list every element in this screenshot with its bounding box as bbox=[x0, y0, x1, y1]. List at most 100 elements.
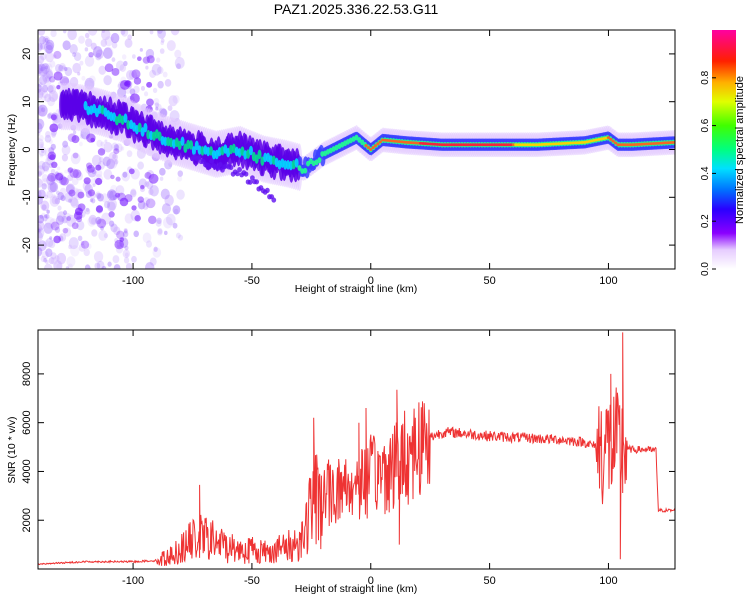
heatmap-cell bbox=[433, 142, 437, 146]
heatmap-cell bbox=[123, 257, 130, 264]
heatmap-cell bbox=[66, 216, 72, 221]
heatmap-cell bbox=[45, 131, 51, 138]
heatmap-cell bbox=[51, 193, 56, 198]
heatmap-cell bbox=[51, 93, 58, 101]
heatmap-cell bbox=[468, 143, 473, 147]
heatmap-cell bbox=[449, 143, 454, 147]
heatmap-cell bbox=[80, 240, 90, 249]
heatmap-cell bbox=[131, 69, 141, 79]
heatmap-cell bbox=[130, 188, 137, 196]
heatmap-cell bbox=[101, 212, 112, 225]
heatmap-cell bbox=[390, 139, 394, 143]
heatmap-cell bbox=[73, 130, 77, 135]
heatmap-cell bbox=[77, 191, 85, 199]
heatmap-cell bbox=[175, 232, 181, 239]
heatmap-cell bbox=[173, 208, 179, 215]
heatmap-cell bbox=[666, 141, 670, 145]
heatmap-cell bbox=[43, 165, 50, 173]
heatmap-cell bbox=[106, 198, 117, 211]
heatmap-cell bbox=[54, 63, 63, 73]
heatmap-cell bbox=[54, 255, 60, 262]
heatmap-cell bbox=[154, 102, 160, 108]
heatmap-cell bbox=[373, 144, 378, 148]
heatmap-cell bbox=[249, 175, 255, 181]
heatmap-cell bbox=[69, 168, 79, 178]
heatmap-cell bbox=[85, 165, 93, 174]
heatmap-cell bbox=[146, 55, 155, 64]
colorbar-tick-label: 0.4 bbox=[700, 166, 711, 180]
heatmap-cell bbox=[41, 161, 50, 172]
heatmap-cell bbox=[257, 149, 262, 160]
heatmap-cell bbox=[143, 122, 148, 133]
snr-x-tick-label: 100 bbox=[599, 575, 617, 587]
heatmap-cell bbox=[159, 176, 164, 181]
snr-x-tick-label: -50 bbox=[244, 575, 260, 587]
heatmap-cell bbox=[39, 153, 44, 158]
heatmap-cell bbox=[61, 65, 66, 70]
heatmap-cell bbox=[53, 260, 63, 269]
heatmap-cell bbox=[148, 173, 159, 184]
heatmap-cell bbox=[45, 75, 51, 82]
heatmap-cell bbox=[107, 190, 114, 199]
heatmap-cell bbox=[77, 71, 81, 76]
heatmap-cell bbox=[41, 90, 49, 99]
heatmap-cell bbox=[38, 82, 43, 88]
heatmap-cell bbox=[38, 138, 44, 149]
heatmap-cell bbox=[376, 142, 380, 146]
heatmap-cell bbox=[103, 233, 109, 239]
heatmap-cell bbox=[45, 70, 53, 79]
heatmap-cell bbox=[395, 139, 399, 143]
heatmap-cell bbox=[656, 141, 660, 145]
colorbar-tick-label: 0.6 bbox=[700, 118, 711, 132]
heatmap-cell bbox=[490, 143, 494, 147]
heatmap-cell bbox=[101, 30, 106, 33]
heatmap-cell bbox=[83, 248, 90, 257]
spectrogram-y-tick-label: 10 bbox=[21, 96, 33, 108]
heatmap-cell bbox=[49, 195, 60, 207]
heatmap-cell bbox=[478, 143, 482, 147]
heatmap-cell bbox=[67, 174, 74, 182]
heatmap-cell bbox=[103, 169, 113, 180]
heatmap-cell bbox=[142, 232, 152, 244]
heatmap-cell bbox=[123, 60, 128, 67]
heatmap-cell bbox=[49, 218, 58, 228]
heatmap-cell bbox=[163, 136, 168, 147]
heatmap-cell bbox=[163, 216, 173, 229]
snr-series-line bbox=[38, 332, 675, 566]
heatmap-cell bbox=[95, 169, 103, 178]
heatmap-cell bbox=[254, 154, 259, 164]
heatmap-cell bbox=[421, 142, 425, 145]
heatmap-cell bbox=[495, 143, 499, 147]
heatmap-cell bbox=[115, 143, 123, 153]
heatmap-cell bbox=[59, 187, 67, 196]
heatmap-cell bbox=[502, 143, 506, 147]
heatmap-cell bbox=[38, 55, 45, 64]
heatmap-cell bbox=[92, 46, 103, 58]
heatmap-cell bbox=[45, 237, 54, 248]
heatmap-cell bbox=[56, 263, 62, 269]
heatmap-cell bbox=[44, 65, 48, 70]
heatmap-cell bbox=[654, 141, 658, 145]
heatmap-cell bbox=[153, 246, 158, 252]
heatmap-cell bbox=[55, 215, 65, 225]
heatmap-cell bbox=[125, 263, 133, 269]
heatmap-cell bbox=[95, 52, 102, 61]
heatmap-cell bbox=[416, 141, 420, 145]
heatmap-cell bbox=[43, 240, 50, 248]
heatmap-cell bbox=[56, 211, 66, 222]
heatmap-cell bbox=[79, 133, 84, 139]
heatmap-cell bbox=[38, 189, 42, 198]
heatmap-cell bbox=[166, 213, 176, 226]
heatmap-cell bbox=[44, 134, 52, 143]
snr-y-axis-title: SNR (10 * v/v) bbox=[6, 416, 18, 483]
heatmap-cell bbox=[50, 221, 60, 231]
heatmap-cell bbox=[435, 142, 439, 146]
heatmap-cell bbox=[58, 64, 64, 72]
heatmap-cell bbox=[283, 160, 288, 170]
heatmap-cell bbox=[248, 145, 253, 156]
snr-plot-area bbox=[38, 330, 675, 569]
heatmap-cell bbox=[47, 96, 55, 107]
heatmap-cell bbox=[122, 171, 128, 178]
heatmap-cell bbox=[112, 153, 117, 159]
